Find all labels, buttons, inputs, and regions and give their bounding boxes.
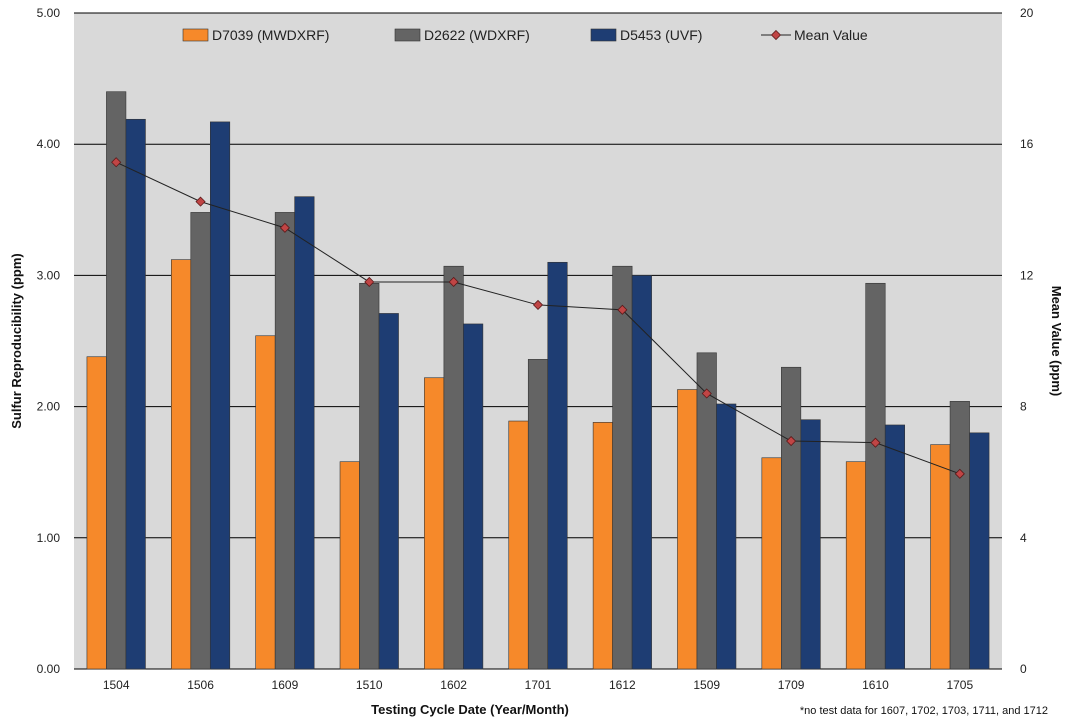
bar-2 [106, 91, 127, 670]
x-tick-label: 1701 [525, 678, 552, 692]
y-tick-label: 5.00 [37, 6, 61, 20]
bar-2 [612, 265, 633, 670]
bar-1 [845, 461, 867, 670]
legend: D7039 (MWDXRF) D2622 (WDXRF) D5453 (UVF) Me… [182, 27, 868, 43]
x-tick-label: 1610 [862, 678, 889, 692]
y2-tick-label: 12 [1020, 268, 1034, 282]
y2-tick-label: 20 [1020, 6, 1034, 20]
left-axis-ticks: 0.00 1.00 2.00 3.00 4.00 5.00 [37, 6, 61, 676]
y2-tick-label: 0 [1020, 662, 1027, 676]
bar-1 [508, 420, 529, 670]
bar-2 [274, 212, 295, 670]
mean-value-point [364, 276, 375, 288]
x-tick-label: 1509 [693, 678, 720, 692]
mean-value-point [532, 299, 544, 310]
legend-swatch-2 [394, 28, 421, 42]
bar-2 [696, 352, 717, 670]
legend-swatch-1 [182, 28, 209, 42]
y2-tick-label: 16 [1020, 137, 1034, 151]
bar-1 [86, 356, 107, 670]
y-tick-label: 0.00 [37, 662, 61, 676]
bar-1 [424, 377, 445, 670]
footnote: *no test data for 1607, 1702, 1703, 1711… [800, 705, 1048, 717]
bar-series-group [86, 91, 990, 670]
legend-label-mean: Mean Value [794, 27, 868, 43]
mean-value-point [195, 196, 206, 207]
bar-3 [463, 323, 484, 670]
x-tick-label: 1504 [103, 678, 130, 692]
bar-1 [170, 259, 192, 670]
bar-3 [716, 403, 737, 670]
bar-3 [969, 432, 990, 670]
mean-value-point [701, 388, 712, 399]
bar-1 [677, 389, 698, 670]
legend-label-2: D2622 (WDXRF) [424, 27, 530, 43]
mean-value-point [448, 276, 459, 288]
legend-label-1: D7039 (MWDXRF) [212, 27, 329, 43]
bar-1 [339, 461, 360, 670]
bar-2 [949, 401, 970, 670]
right-axis-ticks: 0 4 8 12 16 20 [1020, 6, 1034, 676]
bar-1 [930, 444, 951, 670]
mean-value-point [279, 222, 290, 233]
y2-tick-label: 8 [1020, 400, 1027, 414]
bar-3 [209, 121, 231, 670]
bar-3 [631, 275, 652, 670]
bar-3 [884, 424, 906, 670]
legend-marker [770, 29, 782, 41]
bar-3 [125, 118, 146, 670]
bar-1 [592, 422, 613, 670]
mean-value-point [954, 468, 965, 479]
bar-2 [527, 359, 549, 670]
mean-value-point [786, 435, 797, 447]
y-tick-label: 1.00 [37, 531, 61, 545]
y2-tick-label: 4 [1020, 531, 1027, 545]
x-tick-label: 1709 [778, 678, 805, 692]
y2-axis-title: Mean Value (ppm) [1049, 286, 1064, 397]
legend-swatch-3 [590, 28, 617, 42]
x-tick-label: 1705 [946, 678, 973, 692]
bar-3 [294, 196, 315, 670]
bar-2 [443, 265, 464, 670]
x-tick-label: 1506 [187, 678, 214, 692]
mean-value-point [870, 437, 881, 448]
bar-1 [255, 335, 276, 670]
y-tick-label: 3.00 [37, 268, 61, 282]
bar-2 [865, 282, 886, 670]
y-axis-title: Sulfur Reproducibility (ppm) [9, 253, 24, 429]
bar-3 [800, 419, 821, 670]
x-tick-label: 1602 [440, 678, 467, 692]
bar-2 [781, 366, 802, 670]
mean-value-point [617, 304, 628, 315]
x-tick-label: 1609 [272, 678, 299, 692]
x-tick-label: 1510 [356, 678, 383, 692]
y-tick-label: 2.00 [37, 400, 61, 414]
bar-2 [190, 212, 211, 670]
x-tick-label: 1612 [609, 678, 636, 692]
legend-label-3: D5453 (UVF) [620, 27, 702, 43]
bar-3 [547, 261, 568, 670]
bar-2 [359, 282, 380, 670]
mean-value-point [111, 157, 122, 168]
bar-1 [761, 457, 782, 670]
y-tick-label: 4.00 [37, 137, 61, 151]
x-axis-title: Testing Cycle Date (Year/Month) [371, 702, 569, 717]
bar-3 [378, 313, 399, 670]
mean-value-line-group [111, 157, 965, 479]
x-axis-ticks: 1504 1506 1609 1510 1602 1701 1612 1509 1709 1610… [103, 678, 974, 692]
